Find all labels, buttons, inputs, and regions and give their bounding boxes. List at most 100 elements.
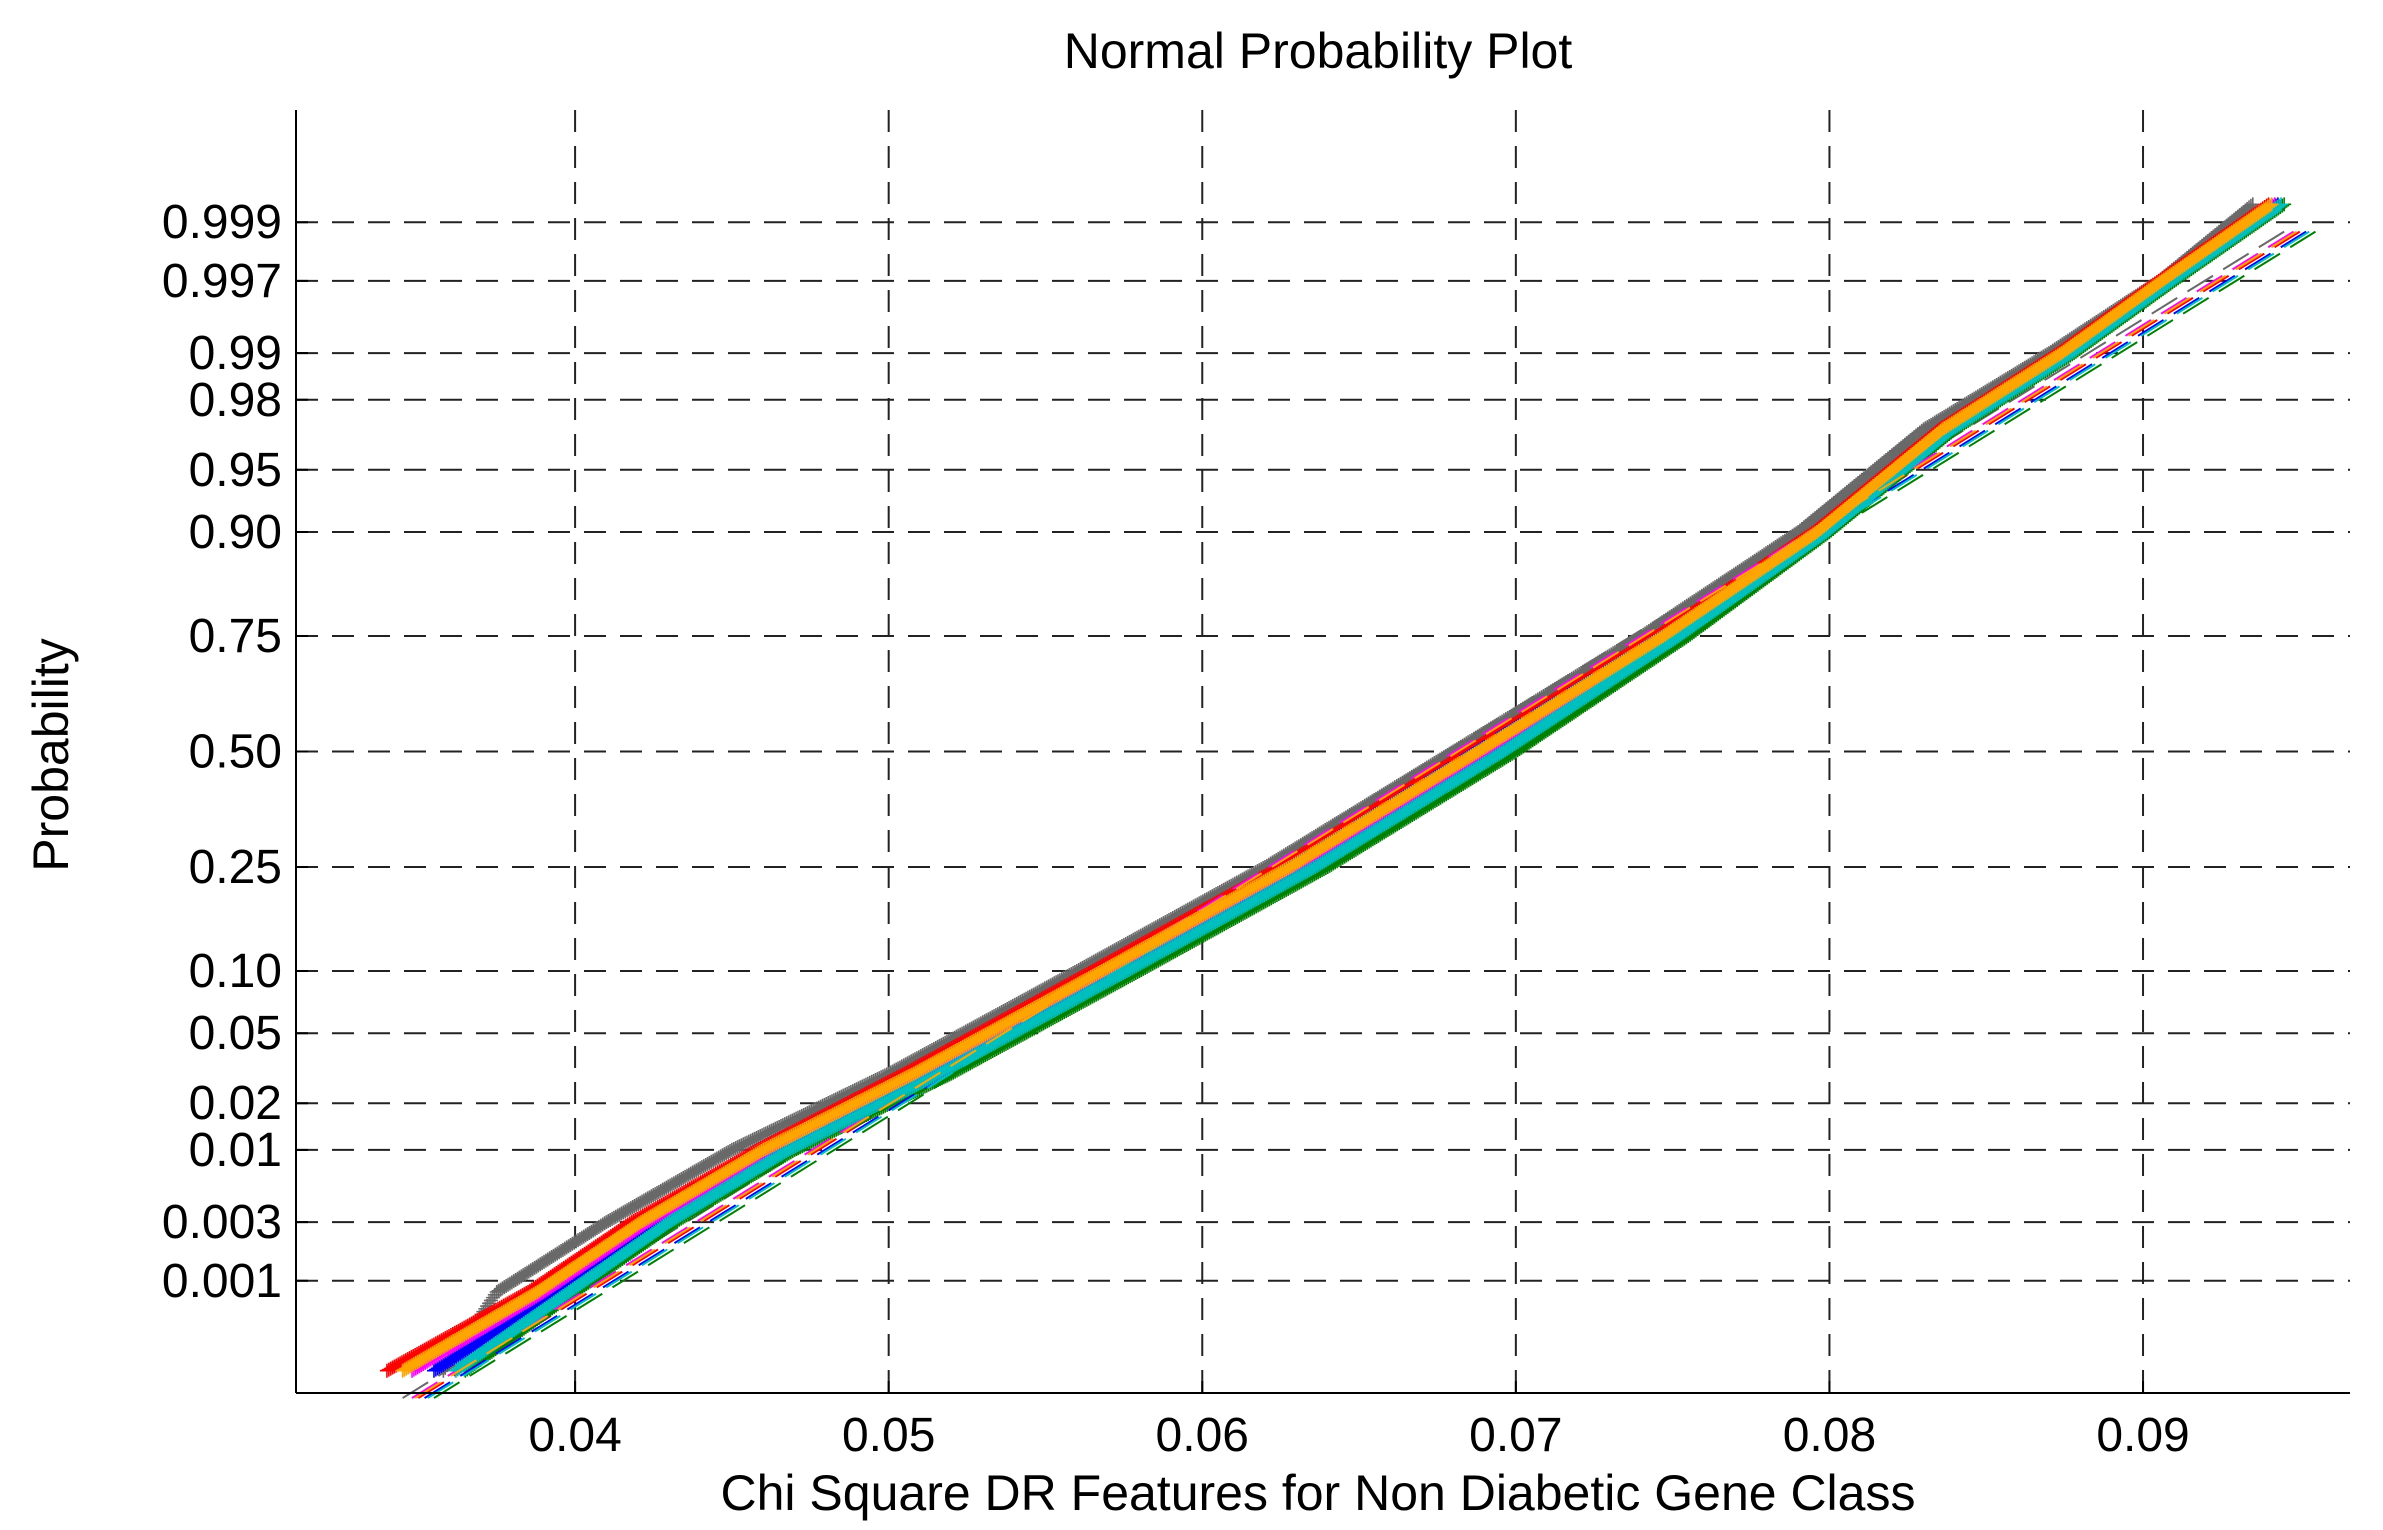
data-point [588,1222,603,1237]
data-point [572,1231,587,1246]
data-point [387,1359,402,1374]
data-point [691,1162,706,1177]
data-point [674,1172,689,1187]
data-point [730,1140,745,1155]
data-point [633,1195,648,1210]
data-point [610,1208,625,1223]
data-point [751,1130,766,1145]
data-point [698,1158,713,1173]
data-point [606,1210,621,1225]
data-point [728,1141,743,1156]
data-point [491,1283,506,1298]
data-point [753,1129,768,1144]
data-point [664,1177,679,1192]
data-point [542,1251,557,1266]
data-point [506,1274,521,1289]
data-point [620,1203,635,1218]
data-point [694,1160,709,1175]
data-point [747,1131,762,1146]
data-point [683,1166,698,1181]
data-point [657,1181,672,1196]
data-point [685,1165,700,1180]
data-point [574,1230,589,1245]
data-point [510,1271,525,1286]
data-point [485,1290,500,1305]
data-point [726,1142,741,1157]
data-point [706,1153,721,1168]
data-point [623,1201,638,1216]
data-point [655,1182,670,1197]
data-series [379,197,2317,1399]
data-point [612,1207,627,1222]
data-point [537,1254,552,1269]
data-point [567,1235,582,1250]
data-point [502,1276,517,1291]
data-point [702,1155,717,1170]
data-point [713,1149,728,1164]
data-point [595,1217,610,1232]
data-point [644,1189,659,1204]
data-point [708,1152,723,1167]
data-point [678,1169,693,1184]
data-point [659,1180,674,1195]
data-point [514,1269,529,1284]
data-point [676,1170,691,1185]
data-point [597,1216,612,1231]
data-point [521,1264,536,1279]
data-point [531,1258,546,1273]
data-point [1918,421,1933,436]
data-point [483,1293,498,1308]
data-point [681,1167,696,1182]
data-point [666,1176,681,1191]
data-point [719,1146,734,1161]
data-point [741,1134,756,1149]
data-point [512,1270,527,1285]
data-point [631,1196,646,1211]
data-point [580,1227,595,1242]
data-point [757,1127,772,1142]
data-point [640,1191,655,1206]
data-point [550,1246,565,1261]
data-point [734,1138,749,1153]
data-point [704,1154,719,1169]
data-point [497,1280,512,1295]
data-point [635,1194,650,1209]
data-point [548,1247,563,1262]
data-point [724,1142,739,1157]
data-point [693,1161,708,1176]
data-point [525,1262,540,1277]
data-point [732,1139,747,1154]
data-point [755,1128,770,1143]
data-point [593,1218,608,1233]
data-point [721,1145,736,1160]
data-point [489,1285,504,1300]
data-point [565,1236,580,1251]
data-point [516,1268,531,1283]
data-point [523,1263,538,1278]
data-point [642,1190,657,1205]
data-point [379,1363,394,1378]
data-point [540,1252,555,1267]
data-point [381,1362,396,1377]
data-point [504,1275,519,1290]
data-point [740,1135,754,1150]
data-point [569,1234,584,1249]
data-point [535,1256,550,1271]
data-point [554,1244,569,1259]
data-point [555,1242,570,1257]
data-point [559,1240,574,1255]
data-point [552,1245,567,1260]
data-point [618,1204,633,1219]
data-point [1916,422,1931,437]
data-point [700,1156,715,1171]
data-point [745,1132,760,1147]
data-point [653,1183,668,1198]
data-point [501,1277,516,1292]
data-point [582,1225,597,1240]
data-point [591,1219,606,1234]
data-point [383,1361,398,1376]
data-point [711,1150,726,1165]
data-point [586,1223,601,1238]
data-point [527,1260,542,1275]
data-point [499,1278,514,1293]
